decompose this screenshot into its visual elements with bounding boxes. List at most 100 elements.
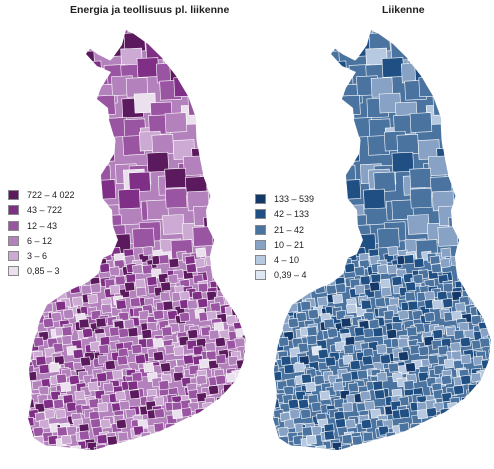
municipality-region [93,179,117,200]
municipality-region [247,322,257,331]
municipality-region [80,356,92,367]
municipality-region [325,146,349,167]
municipality-region [456,253,468,265]
municipality-region [302,245,314,256]
municipality-region [319,390,331,401]
municipality-region [361,355,373,366]
municipality-region [345,303,358,314]
municipality-region [208,384,220,396]
municipality-region [28,312,33,323]
municipality-region [146,321,158,332]
municipality-region [15,276,25,285]
municipality-region [82,327,94,339]
legend-swatch [8,205,19,216]
legend-label: 43 – 722 [27,205,63,216]
municipality-region [487,266,491,277]
municipality-region [171,430,183,441]
municipality-region [151,133,174,155]
municipality-region [230,380,242,392]
municipality-region [485,382,491,393]
municipality-region [188,414,200,425]
municipality-region [213,420,225,431]
municipality-region [232,448,244,450]
municipality-region [242,402,246,413]
municipality-region [68,374,80,385]
municipality-region [202,88,226,109]
municipality-region [171,409,183,420]
municipality-region [72,50,96,72]
municipality-region [325,30,348,41]
municipality-region [485,367,491,378]
municipality-region [158,254,170,265]
legend-label: 0,85 – 3 [27,266,60,277]
municipality-region [440,247,452,258]
municipality-region [273,448,279,450]
municipality-region [158,380,170,391]
municipality-region [187,95,211,116]
municipality-region [187,329,199,340]
municipality-region [447,30,471,48]
municipality-region [202,30,226,48]
municipality-region [409,167,432,189]
municipality-region [462,445,474,450]
municipality-region [428,354,440,365]
municipality-region [360,419,372,430]
municipality-region [71,178,95,199]
municipality-region [171,424,183,435]
municipality-region [136,57,160,78]
municipality-region [300,300,312,311]
municipality-region [186,299,198,310]
municipality-region [217,64,241,85]
municipality-region [369,281,381,292]
municipality-region [428,155,451,177]
municipality-region [198,114,221,135]
municipality-region [164,441,176,450]
municipality-region [388,362,400,373]
municipality-region [338,179,362,200]
municipality-region [314,273,326,285]
municipality-region [458,420,470,431]
municipality-region [229,269,241,280]
municipality-region [86,255,98,266]
municipality-region [56,426,68,437]
municipality-region [337,141,360,163]
municipality-region [187,435,199,446]
municipality-region [327,327,339,339]
municipality-region [143,362,155,373]
municipality-region [261,323,271,332]
municipality-region [164,112,188,133]
municipality-region [479,337,491,348]
municipality-region [482,389,491,400]
municipality-region [141,264,153,275]
municipality-region [201,431,213,443]
municipality-region [28,280,35,291]
municipality-region [242,434,246,445]
municipality-region [481,257,491,268]
municipality-region [44,408,56,419]
municipality-region [33,336,45,347]
municipality-region [100,303,113,314]
municipality-region [299,446,311,450]
municipality-region [216,407,228,418]
municipality-region [471,261,483,272]
municipality-region [298,255,310,266]
municipality-region [244,337,246,348]
municipality-region [311,425,323,436]
municipality-region [367,135,390,156]
municipality-region [485,391,491,402]
municipality-region [28,388,31,399]
municipality-region [218,264,230,275]
municipality-region [60,382,72,393]
municipality-region [478,401,490,412]
municipality-region [273,429,281,440]
municipality-region [28,378,30,389]
municipality-region [240,257,246,268]
municipality-region [243,423,246,434]
municipality-region [324,60,348,82]
municipality-region [470,282,482,293]
municipality-region [36,283,48,294]
municipality-region [109,444,121,450]
municipality-region [421,40,444,62]
municipality-region [488,348,491,359]
municipality-region [332,381,344,392]
